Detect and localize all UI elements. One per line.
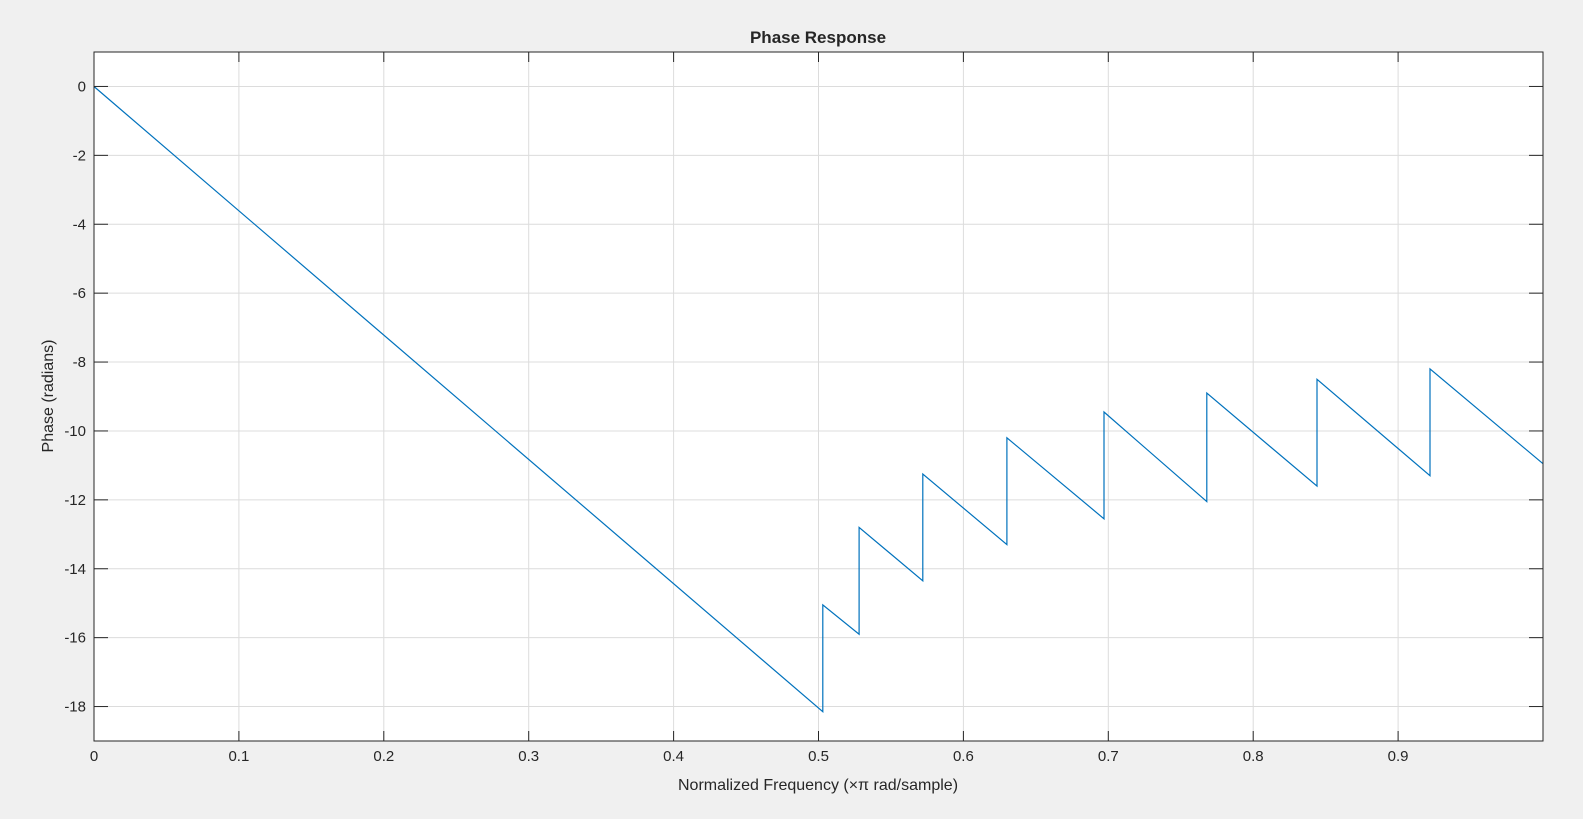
y-tick-label: -8 (73, 354, 86, 371)
x-tick-label: 0.6 (953, 748, 974, 765)
x-tick-label: 0.4 (663, 748, 684, 765)
chart-title: Phase Response (750, 28, 886, 47)
x-tick-label: 0 (90, 748, 98, 765)
x-tick-label: 0.5 (808, 748, 829, 765)
x-tick-labels: 0 0.1 0.2 0.3 0.4 0.5 0.6 0.7 0.8 0.9 (90, 748, 1409, 765)
x-tick-label: 0.8 (1243, 748, 1264, 765)
y-tick-label: -12 (64, 492, 86, 509)
x-tick-label: 0.2 (373, 748, 394, 765)
y-tick-label: -2 (73, 147, 86, 164)
y-tick-label: -18 (64, 699, 86, 716)
phase-response-line-0 (93, 86, 1544, 714)
y-tick-label: -10 (64, 423, 86, 440)
x-tick-label: 0.9 (1388, 748, 1409, 765)
x-axis-label: Normalized Frequency (×π rad/sample) (678, 777, 958, 794)
y-tick-label: -14 (64, 561, 86, 578)
x-tick-label: 0.7 (1098, 748, 1119, 765)
tick-marks (93, 52, 1543, 741)
x-tick-label: 0.1 (228, 748, 249, 765)
grid-lines (93, 52, 1543, 741)
y-tick-label: 0 (78, 78, 86, 95)
x-tick-label: 0.3 (518, 748, 539, 765)
y-axis-label: Phase (radians) (40, 340, 57, 453)
y-tick-label: -6 (73, 285, 86, 302)
series-layer (93, 86, 1544, 714)
y-tick-label: -16 (64, 630, 86, 647)
y-tick-label: -4 (73, 216, 86, 233)
y-tick-labels: 0 -2 -4 -6 -8 -10 -12 -14 -16 -18 (64, 78, 86, 715)
